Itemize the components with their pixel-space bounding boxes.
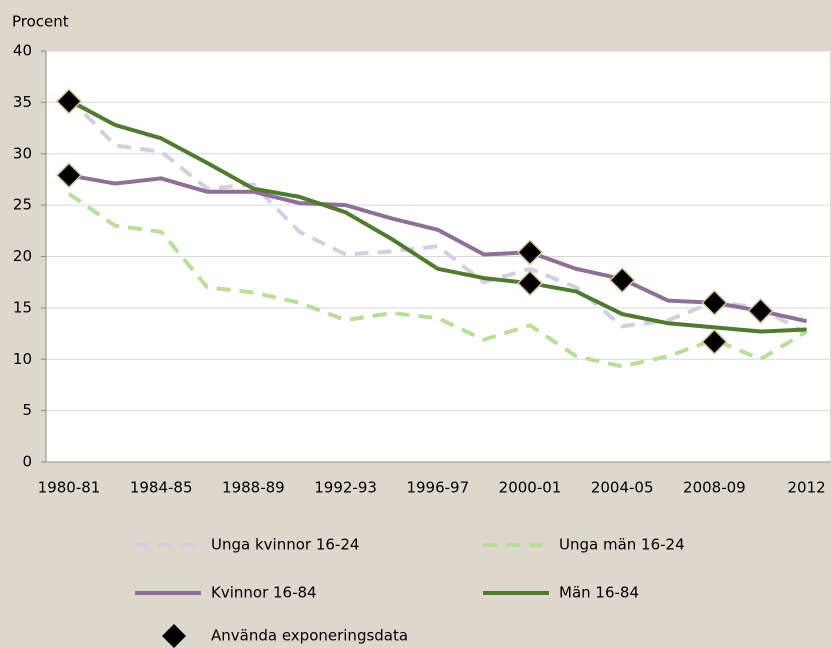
legend-label: Kvinnor 16-84	[211, 584, 317, 602]
y-tick-label: 5	[22, 401, 32, 419]
y-axis-title: Procent	[12, 13, 69, 31]
y-tick-label: 0	[22, 453, 32, 471]
marker	[747, 297, 774, 325]
x-tick-label: 2004-05	[591, 479, 654, 497]
x-tick-label: 2000-01	[499, 479, 562, 497]
y-tick-label: 30	[13, 144, 32, 162]
y-tick-label: 15	[13, 298, 32, 316]
x-tick-label: 2008-09	[683, 479, 746, 497]
marker	[516, 239, 544, 266]
x-tick-label: 1984-85	[130, 479, 193, 497]
legend-label: Unga kvinnor 16-24	[211, 536, 359, 554]
y-tick-label: 40	[13, 42, 32, 60]
x-tick-label: 1992-93	[314, 479, 377, 497]
x-tick-label: 1988-89	[222, 479, 285, 497]
x-tick-label: 1980-81	[38, 479, 101, 497]
legend-label: Använda exponeringsdata	[211, 627, 408, 645]
y-tick-label: 10	[13, 350, 32, 368]
y-tick-label: 35	[13, 93, 32, 111]
x-tick-label: 2012	[788, 479, 826, 497]
series-line	[67, 192, 808, 369]
marker	[701, 289, 728, 316]
marker	[55, 88, 83, 115]
series-line	[68, 173, 808, 324]
series-line	[68, 98, 807, 334]
x-tick-label: 1996-97	[406, 479, 469, 497]
y-tick-label: 25	[13, 196, 32, 214]
legend-label: Unga män 16-24	[559, 536, 685, 554]
marker	[609, 267, 636, 294]
y-tick-label: 20	[13, 247, 32, 265]
legend-swatch	[162, 624, 186, 648]
marker	[516, 270, 544, 297]
marker	[701, 328, 728, 355]
marker	[55, 162, 83, 189]
legend-label: Män 16-84	[559, 584, 639, 602]
